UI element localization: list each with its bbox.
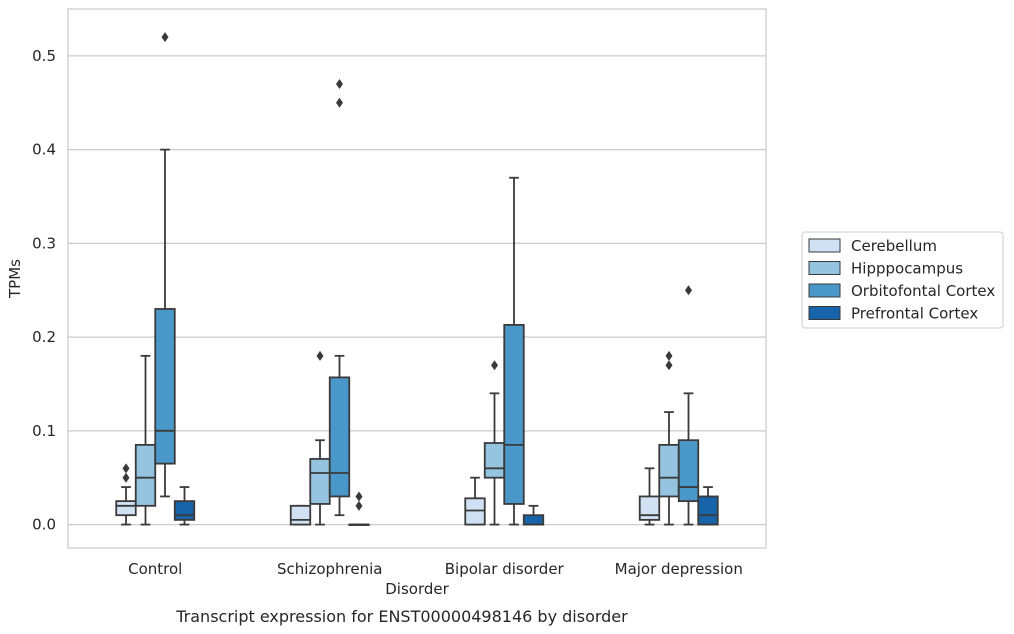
box-iqr [154,308,176,465]
legend-label: Prefrontal Cortex [851,305,978,323]
outlier-point [355,500,363,511]
x-tick-label: Schizophrenia [277,560,382,578]
outlier-point [336,97,343,108]
box-iqr [115,500,137,517]
box-group [658,350,680,526]
box-group [309,350,331,526]
box-iqr [697,495,719,526]
box-group [134,354,157,526]
outlier-point [491,360,498,371]
box-group [115,463,137,526]
y-axis-ticks: 0.0 0.1 0.2 0.3 0.4 0.5 [32,47,56,534]
outlier-point [665,360,673,371]
box-group [697,486,719,526]
y-tick-label: 0.1 [32,422,56,440]
x-tick-label: Control [128,560,182,578]
box-group [328,78,351,517]
outlier-point [122,472,130,483]
box-iqr [464,497,486,526]
box-iqr [328,376,351,498]
legend-label: Cerebellum [851,237,937,255]
box-group [638,467,661,526]
legend-label: Orbitofontal Cortex [851,282,995,300]
outlier-point [665,350,673,361]
box-iqr [503,324,525,505]
box-group [464,476,486,526]
box-group [522,504,545,526]
box-iqr [309,458,331,505]
box-group [173,486,196,526]
outlier-point [161,32,169,43]
legend-label: Hipppocampus [851,260,963,278]
x-axis-ticks: Control Schizophrenia Bipolar disorder Majo… [128,560,743,578]
x-axis-label: Disorder [385,580,449,598]
outlier-point [685,285,692,296]
box-groups [115,32,719,526]
x-tick-label: Major depression [615,560,743,578]
box-iqr [289,504,312,526]
y-tick-label: 0.3 [32,234,56,252]
y-tick-label: 0.2 [32,328,56,346]
box-group [348,491,370,526]
box-iqr [658,443,680,498]
y-tick-label: 0.5 [32,47,56,65]
y-tick-label: 0.0 [32,516,56,534]
box-iqr [134,443,157,507]
box-group [483,360,506,526]
y-axis-label: TPMs [6,259,24,299]
legend-swatch [808,283,841,298]
legend: Cerebellum Hipppocampus Orbitofontal Corte… [801,231,1004,329]
legend-frame [801,231,1004,329]
box-iqr [677,439,700,503]
y-tick-label: 0.4 [32,141,56,159]
legend-swatch [808,306,841,320]
outlier-point [316,350,324,361]
box-group [677,285,700,526]
x-tick-label: Bipolar disorder [445,560,565,578]
chart-caption: Transcript expression for ENST0000049814… [175,607,628,626]
box-iqr [483,442,506,479]
legend-swatch [808,238,841,253]
legend-swatch [808,261,841,275]
box-iqr [522,514,545,526]
outlier-point [122,463,130,474]
box-iqr [638,495,661,521]
box-group [503,176,525,526]
box-group [154,32,176,498]
box-group [289,504,312,526]
outlier-point [355,491,363,502]
box-iqr [173,500,196,521]
outlier-point [336,78,343,89]
plot-frame [67,8,767,549]
